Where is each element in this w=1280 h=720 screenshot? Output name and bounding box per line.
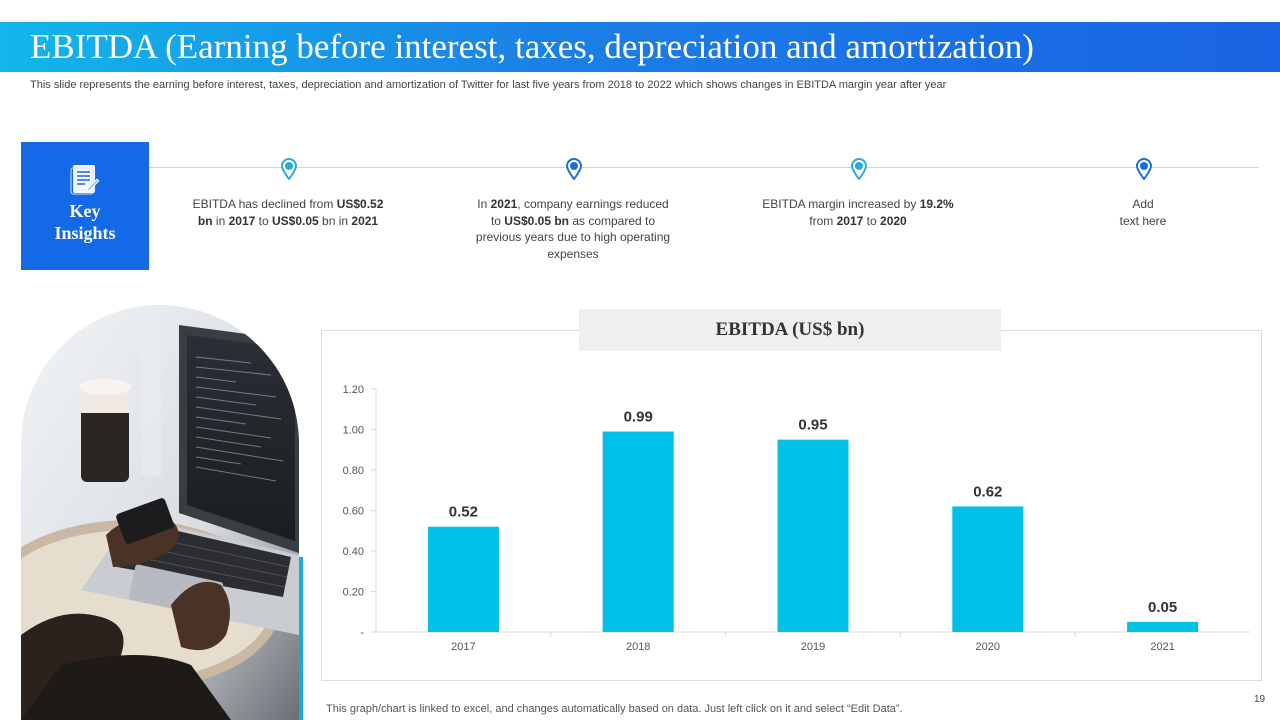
insight-text: text here [1119, 213, 1167, 228]
x-tick-label: 2019 [801, 641, 825, 653]
data-label: 0.95 [798, 417, 827, 434]
insight-text: EBITDA has declined from [192, 197, 337, 211]
data-label: 0.62 [973, 483, 1002, 500]
timeline-pin-icon [565, 158, 583, 181]
bar-2018 [602, 431, 674, 632]
timeline-pin-icon [280, 158, 298, 181]
y-tick-label: - [360, 627, 364, 639]
y-tick-label: 0.80 [343, 465, 364, 477]
data-label: 0.52 [449, 504, 478, 521]
insight-text: bn in [318, 213, 352, 228]
insight-text: from [809, 213, 837, 228]
insight-2: In 2021, company earnings reduced to US$… [473, 196, 673, 262]
key-insights-box: Key Insights [21, 142, 149, 270]
x-tick-label: 2020 [976, 641, 1000, 653]
insight-emphasis: US$0.52 bn [197, 197, 384, 228]
slide-title: EBITDA (Earning before interest, taxes, … [30, 27, 1034, 66]
insight-3: EBITDA margin increased by 19.2% from 20… [758, 196, 958, 229]
insight-text: , company earnings reduced to [490, 197, 669, 228]
ebitda-bar-chart: - 0.20 0.40 0.60 0.80 1.00 1.20 0.52 2017 0.99 201… [343, 384, 1250, 653]
timeline-pin-icon [850, 158, 868, 181]
insight-text: to [255, 213, 272, 228]
page-number: 19 [1254, 694, 1266, 705]
x-tick-label: 2021 [1150, 641, 1174, 653]
key-insights-label: Key Insights [21, 200, 149, 244]
insight-text: Add [1132, 197, 1154, 211]
title-bar: EBITDA (Earning before interest, taxes, … [0, 22, 1280, 72]
x-tick-label: 2018 [626, 641, 650, 653]
laptop-photo-illustration [21, 305, 299, 720]
bar-2019 [777, 439, 849, 632]
y-tick-label: 0.40 [343, 546, 364, 558]
insight-emphasis: US$0.05 [271, 213, 319, 228]
insight-emphasis: 19.2% [919, 197, 954, 211]
insight-emphasis: 2021 [351, 213, 379, 228]
insight-1: EBITDA has declined from US$0.52 bn in 2… [188, 196, 388, 229]
laptop-photo [21, 305, 299, 720]
insight-emphasis: 2020 [880, 213, 907, 228]
data-label: 0.99 [624, 409, 653, 426]
document-icon [70, 165, 100, 195]
chart-frame[interactable]: - 0.20 0.40 0.60 0.80 1.00 1.20 0.52 2017 0.99 201… [321, 330, 1262, 681]
y-tick-label: 1.20 [343, 384, 364, 396]
y-tick-label: 0.60 [343, 506, 364, 518]
insight-text: EBITDA margin increased by [762, 197, 920, 211]
accent-line [299, 557, 303, 720]
bar-2017 [427, 526, 499, 632]
key-insights-line2: Insights [54, 223, 116, 243]
insight-text: as compared to previous years due to hig… [475, 213, 671, 261]
y-tick-label: 1.00 [343, 425, 364, 437]
insight-emphasis: 2017 [228, 213, 256, 228]
insight-text: In [477, 197, 491, 211]
insight-4: Add text here [1043, 196, 1243, 229]
bar-2021 [1127, 621, 1199, 632]
key-insights-line1: Key [69, 201, 101, 221]
slide-subtitle: This slide represents the earning before… [30, 79, 947, 91]
timeline-line [149, 167, 1259, 168]
insight-text: to [863, 213, 881, 228]
x-tick-label: 2017 [451, 641, 475, 653]
timeline-pin-icon [1135, 158, 1153, 181]
y-tick-label: 0.20 [343, 587, 364, 599]
footnote: This graph/chart is linked to excel, and… [326, 703, 903, 715]
data-label: 0.05 [1148, 599, 1177, 616]
insight-emphasis: 2021 [490, 197, 518, 211]
insight-emphasis: 2017 [836, 213, 864, 228]
chart-title: EBITDA (US$ bn) [579, 309, 1001, 351]
insight-text: in [212, 213, 229, 228]
bar-2020 [952, 506, 1024, 632]
insight-emphasis: US$0.05 bn [504, 213, 569, 228]
